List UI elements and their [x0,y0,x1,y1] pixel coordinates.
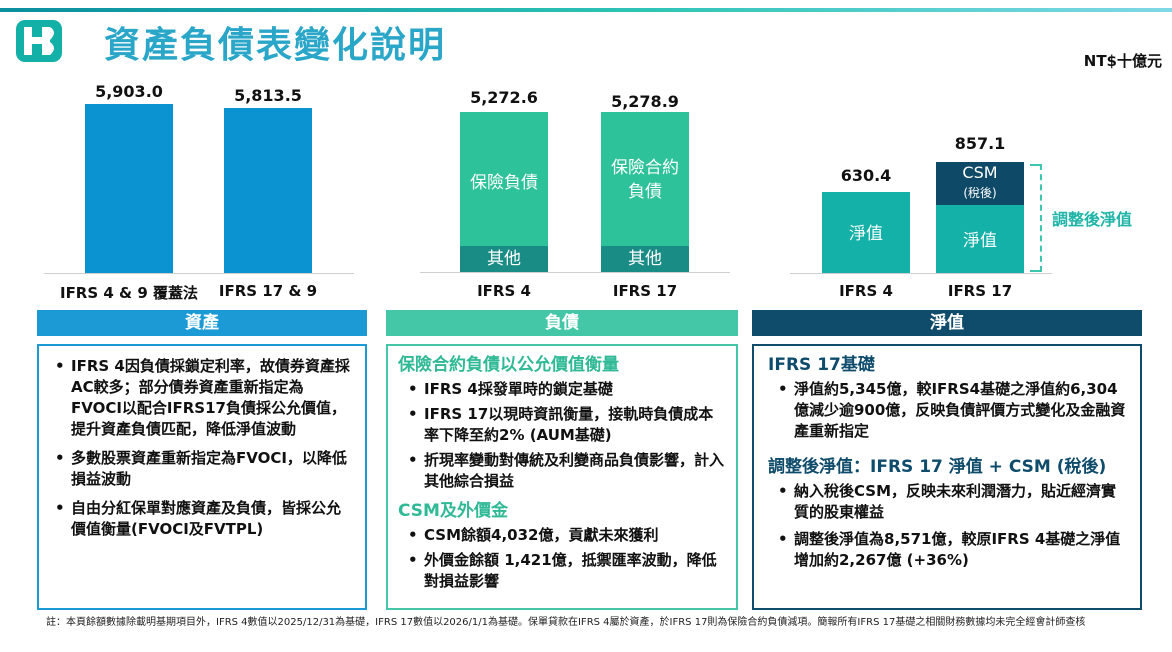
bar-assets-ifrs17 [224,108,312,273]
seg-label-liab-ifrs17-other: 其他 [601,248,689,270]
liab-bullet-3: 折現率變動對傳統及利變商品負債影響，計入其他綜合損益 [424,450,726,492]
value-label-assets-ifrs4: 5,903.0 [85,82,173,101]
company-logo [14,18,64,64]
assets-bullet-3: 自由分紅保單對應資產及負債，皆採公允價值衡量(FVOCI及FVTPL) [71,498,353,540]
assets-panel: IFRS 4因負債採鎖定利率，故債券資產採AC較多；部分債券資產重新指定為FVO… [37,344,367,610]
seg-label-csm-sub: (稅後) [936,184,1024,202]
liab-bullet-1: IFRS 4採發單時的鎖定基礎 [424,379,726,400]
equity-bullet-3: 調整後淨值為8,571億，較原IFRS 4基礎之淨值增加約2,267億 (+36… [794,529,1130,571]
liab-subheading-csm: CSM及外價金 [398,496,726,521]
assets-bullet-1: IFRS 4因負債採鎖定利率，故債券資產採AC較多；部分債券資產重新指定為FVO… [71,356,353,440]
seg-label-equity-ifrs4: 淨值 [822,223,910,245]
page-title: 資產負債表變化說明 [104,16,446,68]
x-label-equity-ifrs4: IFRS 4 [817,282,915,300]
value-label-liab-ifrs4: 5,272.6 [460,88,548,107]
value-label-assets-ifrs17: 5,813.5 [224,86,312,105]
adjusted-equity-bracket [1030,164,1042,272]
seg-label-csm: CSM [936,163,1024,183]
liabilities-panel: 保險合約負債以公允價值衡量 IFRS 4採發單時的鎖定基礎 IFRS 17以現時… [386,344,738,610]
equity-bullet-2: 納入稅後CSM，反映未來利潤潛力，貼近經濟實質的股東權益 [794,481,1130,523]
x-label-assets-ifrs4: IFRS 4 & 9 覆蓋法 [44,282,214,303]
liab-bullet-2: IFRS 17以現時資訊衡量，接軌時負債成本率下降至約2% (AUM基礎) [424,404,726,446]
liab-bullet-5: 外價金餘額 1,421億，抵禦匯率波動，降低對損益影響 [424,550,726,592]
section-header-assets: 資產 [37,310,367,336]
equity-bullet-1: 淨值約5,345億，較IFRS4基礎之淨值約6,304 億減少逾900億，反映負… [794,379,1130,442]
footnote: 註：本頁餘額數據除載明基期項目外，IFRS 4數值以2025/12/31為基礎，… [46,616,1146,630]
assets-bullet-2: 多數股票資產重新指定為FVOCI，以降低損益波動 [71,448,353,490]
value-label-equity-ifrs17: 857.1 [936,134,1024,153]
bar-assets-ifrs4 [85,104,173,273]
equity-subheading-adjusted: 調整後淨值：IFRS 17 淨值 + CSM (稅後) [768,452,1130,477]
unit-label: NT$十億元 [1084,50,1162,71]
axis-line-equity [790,273,1052,274]
value-label-equity-ifrs4: 630.4 [822,166,910,185]
top-accent-line [0,8,1172,12]
value-label-liab-ifrs17: 5,278.9 [601,92,689,111]
liab-subheading-fair-value: 保險合約負債以公允價值衡量 [398,350,726,375]
seg-label-equity-ifrs17: 淨值 [936,230,1024,252]
equity-subheading-ifrs17: IFRS 17基礎 [768,350,1130,375]
axis-line-liab [420,272,730,273]
axis-line-assets [44,273,354,274]
liab-bullet-4: CSM餘額4,032億，貢獻未來獲利 [424,525,726,546]
x-label-assets-ifrs17: IFRS 17 & 9 [198,282,338,300]
seg-label-liab-ifrs4-insurance: 保險負債 [460,172,548,194]
seg-label-liab-ifrs17-insurance: 保險合約負債 [603,156,687,204]
adjusted-equity-label: 調整後淨值 [1052,206,1132,230]
equity-panel: IFRS 17基礎 淨值約5,345億，較IFRS4基礎之淨值約6,304 億減… [752,344,1142,610]
seg-label-liab-ifrs4-other: 其他 [460,248,548,270]
x-label-equity-ifrs17: IFRS 17 [931,282,1029,300]
x-label-liab-ifrs4: IFRS 4 [455,282,553,300]
x-label-liab-ifrs17: IFRS 17 [596,282,694,300]
section-header-equity: 淨值 [752,310,1142,336]
section-header-liabilities: 負債 [386,310,738,336]
